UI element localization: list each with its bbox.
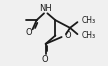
- Text: CH₃: CH₃: [82, 31, 96, 40]
- Text: O: O: [26, 28, 32, 36]
- Text: O: O: [42, 55, 48, 64]
- Text: NH: NH: [39, 4, 52, 13]
- Text: CH₃: CH₃: [82, 16, 96, 25]
- Text: O: O: [65, 31, 71, 40]
